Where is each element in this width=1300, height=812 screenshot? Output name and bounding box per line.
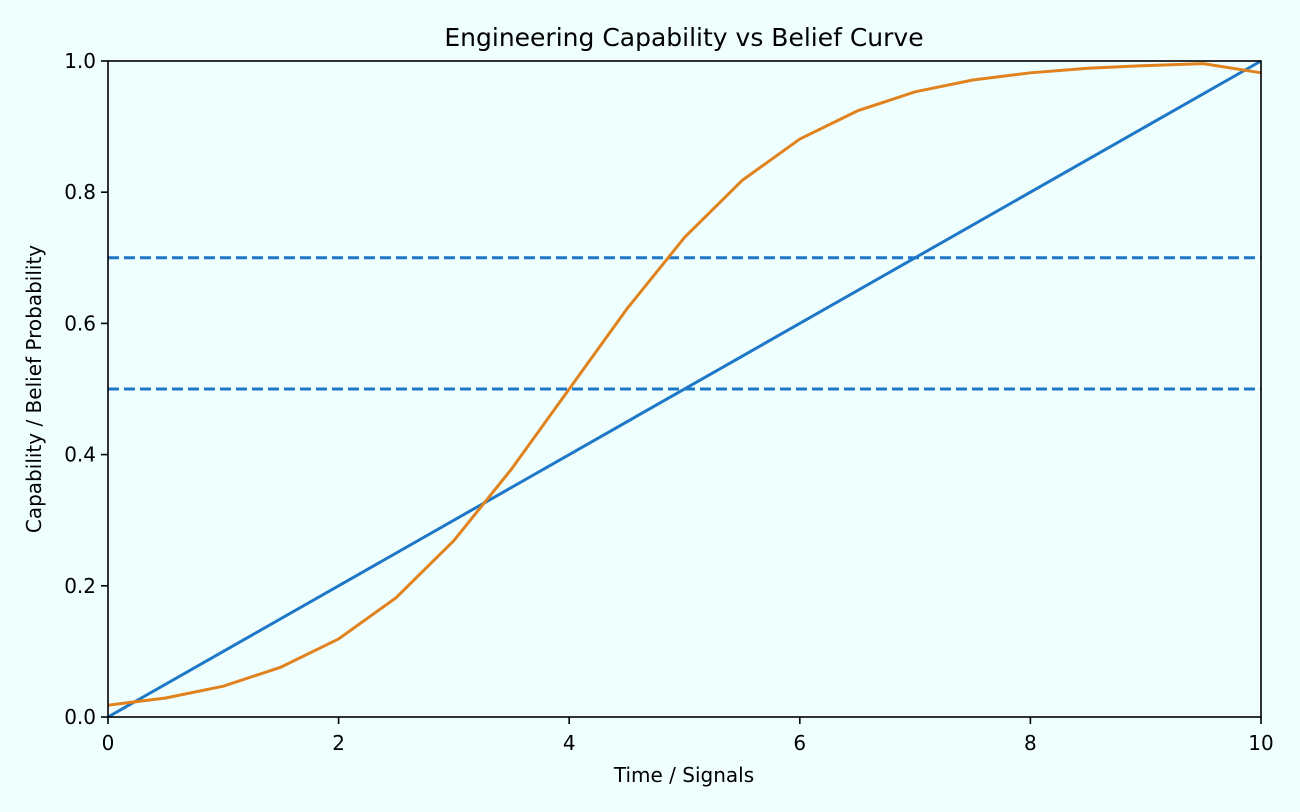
x-axis-ticks: 0 2 4 6 8 10 xyxy=(102,717,1274,755)
y-tick-label: 0.4 xyxy=(64,443,96,467)
axes-frame xyxy=(107,60,1262,718)
x-tick-label: 4 xyxy=(563,731,576,755)
x-tick-label: 0 xyxy=(102,731,115,755)
x-tick-label: 2 xyxy=(332,731,345,755)
y-axis-ticks: 0.0 0.2 0.4 0.6 0.8 1.0 xyxy=(64,49,108,729)
series-line-0 xyxy=(107,59,1262,719)
x-tick-label: 8 xyxy=(1024,731,1037,755)
y-tick-label: 0.2 xyxy=(64,574,96,598)
x-tick-label: 6 xyxy=(793,731,806,755)
y-tick-label: 1.0 xyxy=(64,49,96,73)
x-axis-label: Time / Signals xyxy=(613,763,754,787)
y-axis-label: Capability / Belief Probability xyxy=(22,245,46,533)
y-tick-label: 0.8 xyxy=(64,180,96,204)
chart-title: Engineering Capability vs Belief Curve xyxy=(444,23,923,52)
series-line-1 xyxy=(107,62,1262,707)
y-tick-label: 0.6 xyxy=(64,311,96,335)
y-tick-label: 0.0 xyxy=(64,705,96,729)
series-lines xyxy=(107,59,1262,719)
plot-frame xyxy=(107,60,1262,718)
x-tick-label: 10 xyxy=(1248,731,1273,755)
